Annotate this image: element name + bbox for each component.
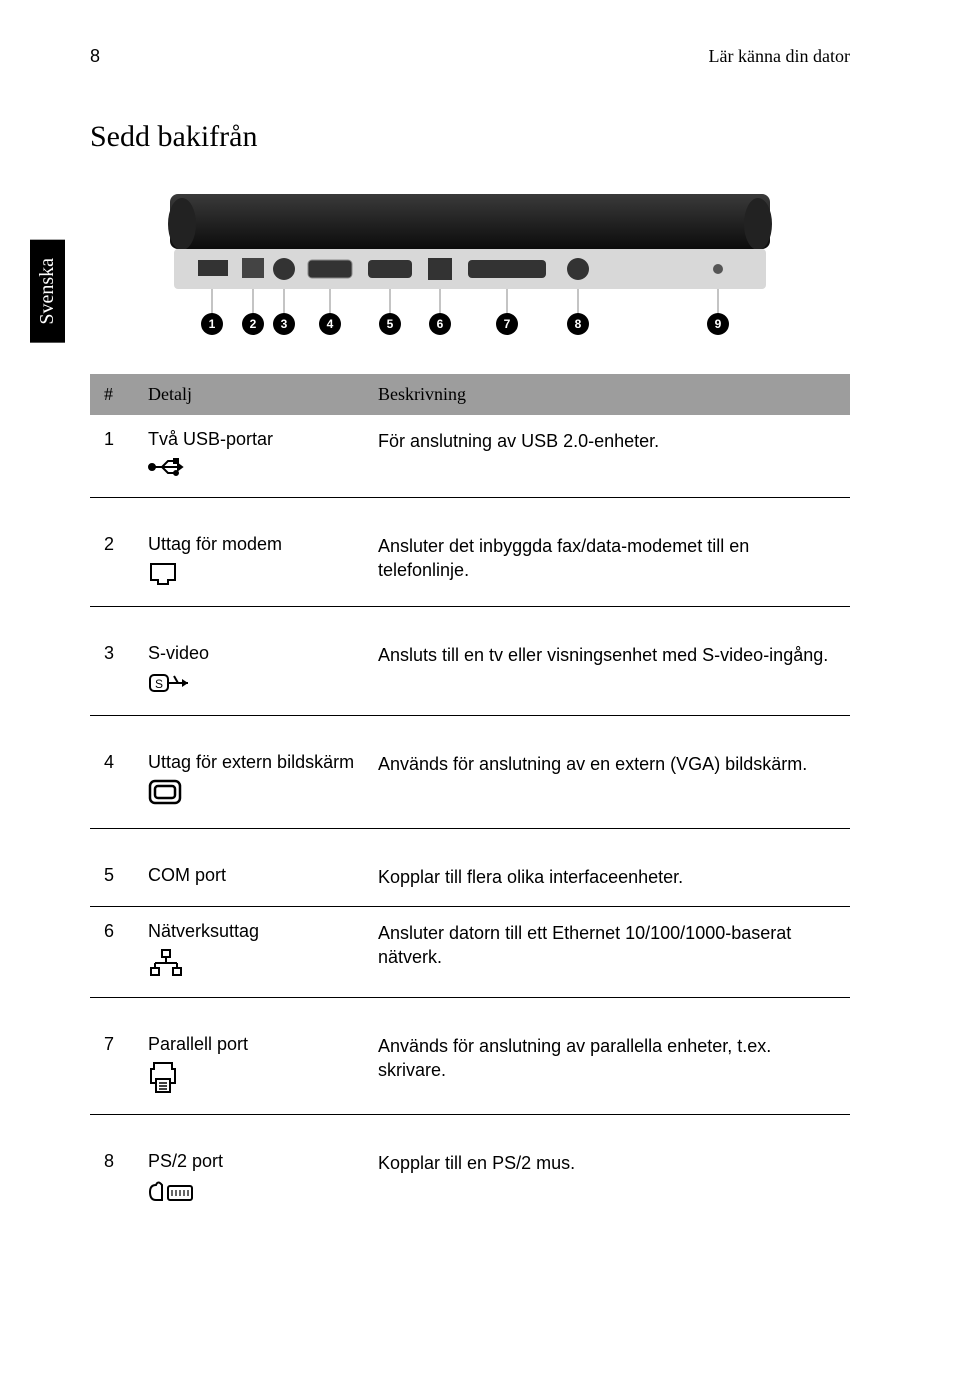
laptop-rear-figure: 1 2 3 4 5 6 7 8 9 <box>150 184 790 344</box>
svg-text:5: 5 <box>387 317 394 331</box>
usb-icon <box>148 456 378 483</box>
table-row: 6 Nätverksuttag Ansluter datorn till ett… <box>90 907 850 998</box>
table-row: 3 S-video S Ansluts till en tv eller vis… <box>90 629 850 716</box>
svg-text:3: 3 <box>281 317 288 331</box>
svg-text:8: 8 <box>575 317 582 331</box>
svg-text:6: 6 <box>437 317 444 331</box>
page-header: Lär känna din dator <box>709 46 850 67</box>
row-num: 4 <box>104 752 148 773</box>
svg-text:2: 2 <box>250 317 257 331</box>
section-title: Sedd bakifrån <box>90 120 850 154</box>
monitor-icon <box>148 779 378 814</box>
table-row: 4 Uttag för extern bildskärm Används för… <box>90 738 850 829</box>
row-detail: Två USB-portar <box>148 429 378 450</box>
row-num: 7 <box>104 1034 148 1055</box>
col-head-detail: Detalj <box>148 384 378 405</box>
printer-icon <box>148 1061 378 1100</box>
table-row: 8 PS/2 port Kopplar till en PS/2 mus. <box>90 1137 850 1221</box>
row-detail: PS/2 port <box>148 1151 378 1172</box>
network-icon <box>148 948 378 983</box>
table-row: 1 Två USB-portar För anslutning av USB 2… <box>90 415 850 498</box>
table-row: 7 Parallell port Används för anslutning … <box>90 1020 850 1115</box>
row-desc: Ansluter datorn till ett Ethernet 10/100… <box>378 921 836 970</box>
row-num: 1 <box>104 429 148 450</box>
row-detail: Uttag för modem <box>148 534 378 555</box>
svg-text:9: 9 <box>715 317 722 331</box>
row-num: 8 <box>104 1151 148 1172</box>
page-number: 8 <box>90 46 100 67</box>
svg-text:7: 7 <box>504 317 511 331</box>
modem-icon <box>148 561 378 592</box>
table-row: 2 Uttag för modem Ansluter det inbyggda … <box>90 520 850 607</box>
table-row: 5 COM port Kopplar till flera olika inte… <box>90 851 850 907</box>
svg-text:S: S <box>155 677 163 691</box>
ps2-icon <box>148 1178 378 1207</box>
col-head-num: # <box>104 384 148 405</box>
row-desc: Används för anslutning av parallella enh… <box>378 1034 836 1083</box>
row-desc: Kopplar till flera olika interfaceenhete… <box>378 865 836 889</box>
row-detail: S-video <box>148 643 378 664</box>
row-detail: Uttag för extern bildskärm <box>148 752 378 773</box>
row-num: 3 <box>104 643 148 664</box>
svg-text:4: 4 <box>327 317 334 331</box>
row-detail: Nätverksuttag <box>148 921 378 942</box>
row-detail: COM port <box>148 865 378 886</box>
row-num: 6 <box>104 921 148 942</box>
row-desc: Kopplar till en PS/2 mus. <box>378 1151 836 1175</box>
row-num: 5 <box>104 865 148 886</box>
table-header: # Detalj Beskrivning <box>90 374 850 415</box>
row-desc: Ansluter det inbyggda fax/data-modemet t… <box>378 534 836 583</box>
row-num: 2 <box>104 534 148 555</box>
language-tab: Svenska <box>30 240 65 343</box>
svg-text:1: 1 <box>209 317 216 331</box>
col-head-desc: Beskrivning <box>378 384 836 405</box>
row-desc: För anslutning av USB 2.0-enheter. <box>378 429 836 453</box>
row-desc: Används för anslutning av en extern (VGA… <box>378 752 836 776</box>
row-detail: Parallell port <box>148 1034 378 1055</box>
row-desc: Ansluts till en tv eller visningsenhet m… <box>378 643 836 667</box>
svideo-icon: S <box>148 670 378 701</box>
